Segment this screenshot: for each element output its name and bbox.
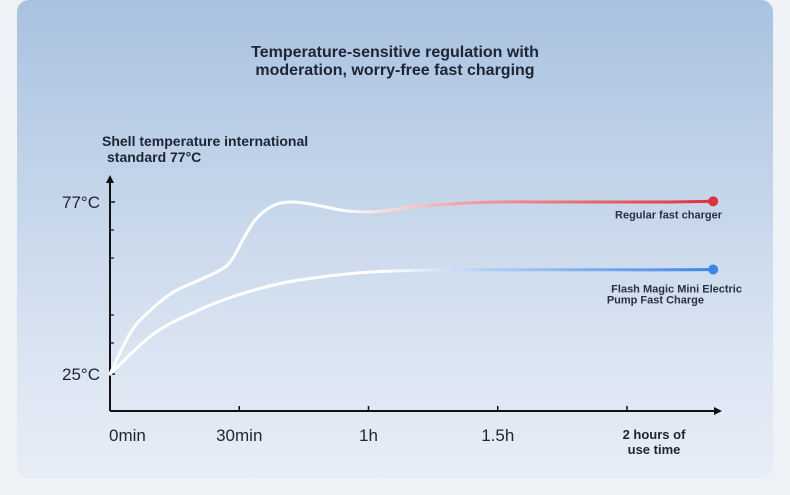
y-axis-title-line-2: standard 77°C: [107, 149, 202, 165]
series-line-regular-fast-charger: [108, 199, 715, 376]
y-tick-label: 25°C: [62, 365, 100, 384]
series-label-regular-fast-charger: Regular fast charger: [615, 209, 723, 221]
chart-card: Temperature-sensitive regulation with mo…: [17, 0, 773, 478]
x-tick-label: 2 hours of: [623, 427, 687, 442]
series-endpoint-regular-fast-charger: [708, 196, 719, 207]
series-endpoint-flash-magic-pump: [708, 264, 719, 275]
x-axis-arrow: [714, 407, 722, 415]
series-line-flash-magic-pump: [108, 268, 715, 376]
x-tick-label: 30min: [216, 426, 262, 445]
x-tick-label: 0min: [109, 426, 146, 445]
y-axis-arrow: [106, 175, 114, 183]
x-tick-label: use time: [628, 442, 681, 457]
y-tick-label: 77°C: [62, 193, 100, 212]
x-tick-label: 1h: [359, 426, 378, 445]
y-axis-title: Shell temperature international standard…: [102, 133, 308, 165]
y-axis-title-line-1: Shell temperature international: [102, 133, 309, 149]
x-tick-label: 1.5h: [481, 426, 514, 445]
chart-title-line-1: Temperature-sensitive regulation with: [251, 44, 539, 61]
series-label-flash-magic-pump: Pump Fast Charge: [607, 294, 704, 306]
series-lines: [108, 196, 719, 376]
chart-title-line-2: moderation, worry-free fast charging: [255, 62, 535, 79]
series-label-flash-magic-pump: Flash Magic Mini Electric: [611, 283, 742, 295]
chart-title: Temperature-sensitive regulation with mo…: [17, 44, 773, 80]
